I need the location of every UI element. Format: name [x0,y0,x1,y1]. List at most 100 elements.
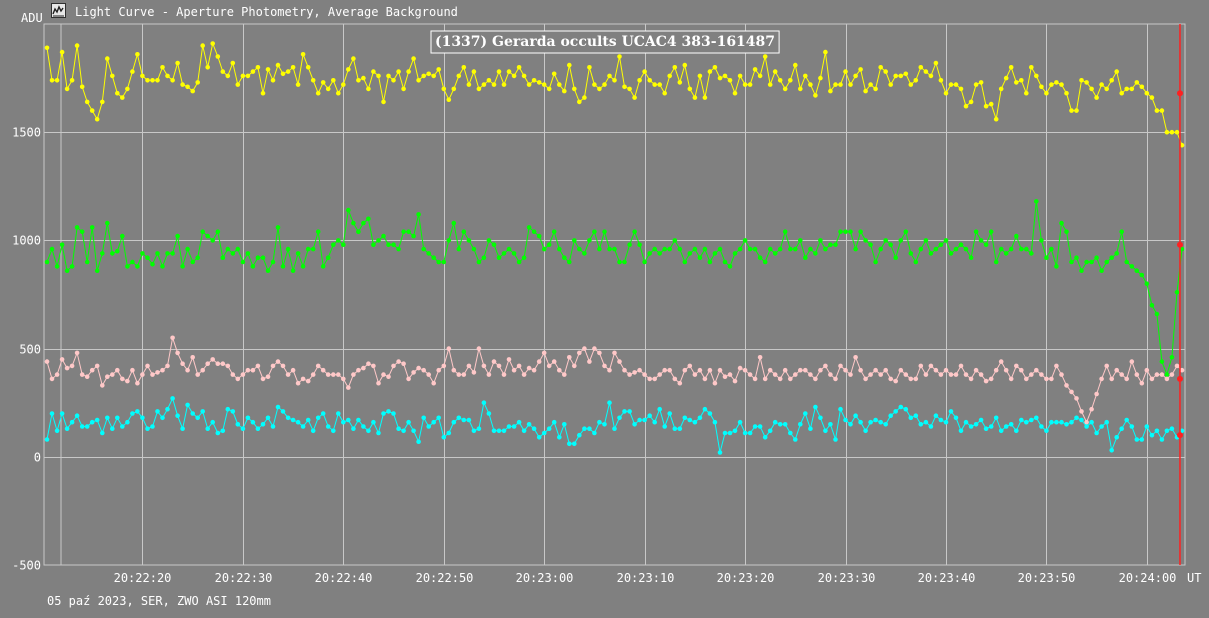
data-point [677,426,683,432]
data-point [803,73,808,79]
data-point [260,255,266,260]
data-point [1064,422,1069,427]
data-point [1054,80,1059,85]
data-point [647,251,652,256]
data-point [657,372,662,377]
data-point [1149,303,1155,308]
data-point [742,82,748,87]
data-point [526,422,532,427]
data-point [1109,255,1114,260]
x-axis-label: UT [1187,571,1201,585]
data-point [1014,428,1019,434]
data-point [1164,129,1170,135]
data-point [873,86,878,92]
data-point [908,415,914,421]
data-point [908,82,914,87]
data-point [597,419,602,425]
data-point [230,60,236,66]
data-point [742,430,748,436]
data-point [928,363,934,369]
data-point [1144,424,1150,429]
data-point [843,69,848,74]
data-point [682,367,688,373]
data-point [84,259,90,265]
data-point [511,251,517,256]
data-point [331,242,336,247]
data-point [808,246,813,252]
data-point [692,419,698,425]
series-line [46,41,1183,146]
y-tick-label: 1500 [12,126,41,140]
data-point [923,238,929,243]
data-point [1079,417,1084,423]
data-point [652,376,657,382]
data-point [1029,372,1034,377]
cursor-marker [1176,375,1183,382]
data-point [978,80,984,85]
data-point [1039,372,1044,377]
data-point [717,75,723,81]
data-point [200,367,205,373]
data-point [1008,65,1014,70]
x-tick-label: 20:22:40 [315,571,373,585]
data-point [1049,376,1054,382]
data-point [1174,290,1180,295]
data-point [702,95,708,100]
y-tick-label: -500 [12,559,41,573]
data-point [64,86,70,92]
data-point [1024,376,1029,382]
data-point [466,417,472,423]
data-point [341,242,346,247]
data-point [903,71,909,77]
data-point [1019,78,1024,83]
data-point [331,428,336,434]
data-point [1049,246,1054,252]
data-point [240,259,246,265]
data-point [888,82,893,87]
data-point [818,415,823,421]
data-point [853,355,858,360]
data-point [1008,376,1014,382]
data-point [848,82,853,87]
data-point [1164,372,1170,377]
data-point [536,359,542,364]
data-point [838,82,843,87]
data-point [1114,367,1119,373]
data-point [295,419,301,425]
data-point [813,404,818,410]
data-point [135,264,140,269]
data-point [406,229,411,234]
data-point [531,229,537,234]
data-point [1069,259,1074,265]
data-point [828,372,833,377]
data-point [1104,419,1109,425]
data-point [1024,90,1029,96]
data-point [903,406,909,412]
data-point [366,428,371,434]
data-point [737,365,743,371]
data-point [421,415,427,421]
data-point [898,238,904,243]
data-point [346,417,351,423]
data-point [170,78,175,83]
data-point [1144,367,1150,373]
data-point [456,246,462,252]
data-point [1074,396,1079,401]
data-point [396,246,401,252]
data-point [747,246,753,252]
data-point [1054,419,1059,425]
data-point [49,411,55,416]
data-point [893,255,898,260]
data-point [1159,108,1165,113]
data-point [346,67,351,72]
series-2 [44,199,1185,377]
data-point [597,350,602,356]
chart-title: (1337) Gerarda occults UCAC4 383-161487 [435,34,775,50]
data-point [1179,367,1185,373]
data-point [125,264,130,269]
data-point [145,78,150,83]
data-point [155,251,160,256]
data-point [461,229,467,234]
data-point [948,372,954,377]
